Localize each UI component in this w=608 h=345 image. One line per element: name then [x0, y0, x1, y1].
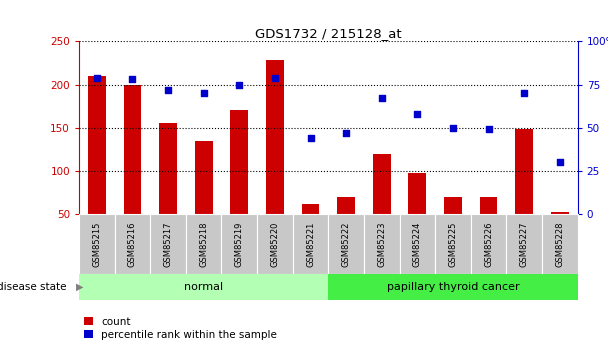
Bar: [328, 214, 364, 274]
Bar: [551, 212, 568, 214]
Bar: [364, 214, 399, 274]
Text: ▶: ▶: [76, 282, 83, 292]
Bar: [79, 274, 328, 300]
Bar: [337, 197, 355, 214]
Point: [377, 96, 387, 101]
Point: [412, 111, 422, 117]
Bar: [471, 214, 506, 274]
Bar: [444, 197, 462, 214]
Text: GSM85227: GSM85227: [520, 221, 529, 267]
Bar: [195, 141, 213, 214]
Bar: [506, 214, 542, 274]
Bar: [435, 214, 471, 274]
Title: GDS1732 / 215128_at: GDS1732 / 215128_at: [255, 27, 402, 40]
Bar: [88, 76, 106, 214]
Text: GSM85224: GSM85224: [413, 221, 422, 267]
Point: [555, 159, 565, 165]
Bar: [159, 123, 177, 214]
Point: [128, 77, 137, 82]
Bar: [266, 60, 284, 214]
Text: GSM85222: GSM85222: [342, 221, 351, 267]
Text: GSM85228: GSM85228: [555, 221, 564, 267]
Point: [519, 90, 529, 96]
Bar: [399, 214, 435, 274]
Text: normal: normal: [184, 282, 223, 292]
Text: GSM85219: GSM85219: [235, 221, 244, 267]
Text: GSM85218: GSM85218: [199, 221, 208, 267]
Point: [306, 135, 316, 141]
Text: GSM85216: GSM85216: [128, 221, 137, 267]
Point: [235, 82, 244, 87]
Point: [448, 125, 458, 130]
Bar: [515, 129, 533, 214]
Text: papillary thyroid cancer: papillary thyroid cancer: [387, 282, 519, 292]
Text: disease state: disease state: [0, 282, 67, 292]
Point: [484, 127, 494, 132]
Point: [341, 130, 351, 136]
Bar: [480, 197, 497, 214]
Bar: [79, 214, 115, 274]
Text: GSM85220: GSM85220: [271, 221, 280, 267]
Bar: [373, 154, 390, 214]
Bar: [302, 204, 319, 214]
Point: [270, 75, 280, 80]
Point: [163, 87, 173, 92]
Text: GSM85215: GSM85215: [92, 221, 102, 267]
Text: GSM85225: GSM85225: [449, 221, 457, 267]
Point: [92, 75, 102, 80]
Text: GSM85221: GSM85221: [306, 221, 315, 267]
Bar: [257, 214, 292, 274]
Bar: [328, 274, 578, 300]
Text: GSM85226: GSM85226: [484, 221, 493, 267]
Bar: [115, 214, 150, 274]
Bar: [409, 173, 426, 214]
Bar: [150, 214, 186, 274]
Text: GSM85217: GSM85217: [164, 221, 173, 267]
Text: GSM85223: GSM85223: [377, 221, 386, 267]
Bar: [186, 214, 221, 274]
Bar: [292, 214, 328, 274]
Bar: [221, 214, 257, 274]
Bar: [123, 85, 141, 214]
Legend: count, percentile rank within the sample: count, percentile rank within the sample: [85, 317, 277, 340]
Point: [199, 90, 209, 96]
Bar: [542, 214, 578, 274]
Bar: [230, 110, 248, 214]
